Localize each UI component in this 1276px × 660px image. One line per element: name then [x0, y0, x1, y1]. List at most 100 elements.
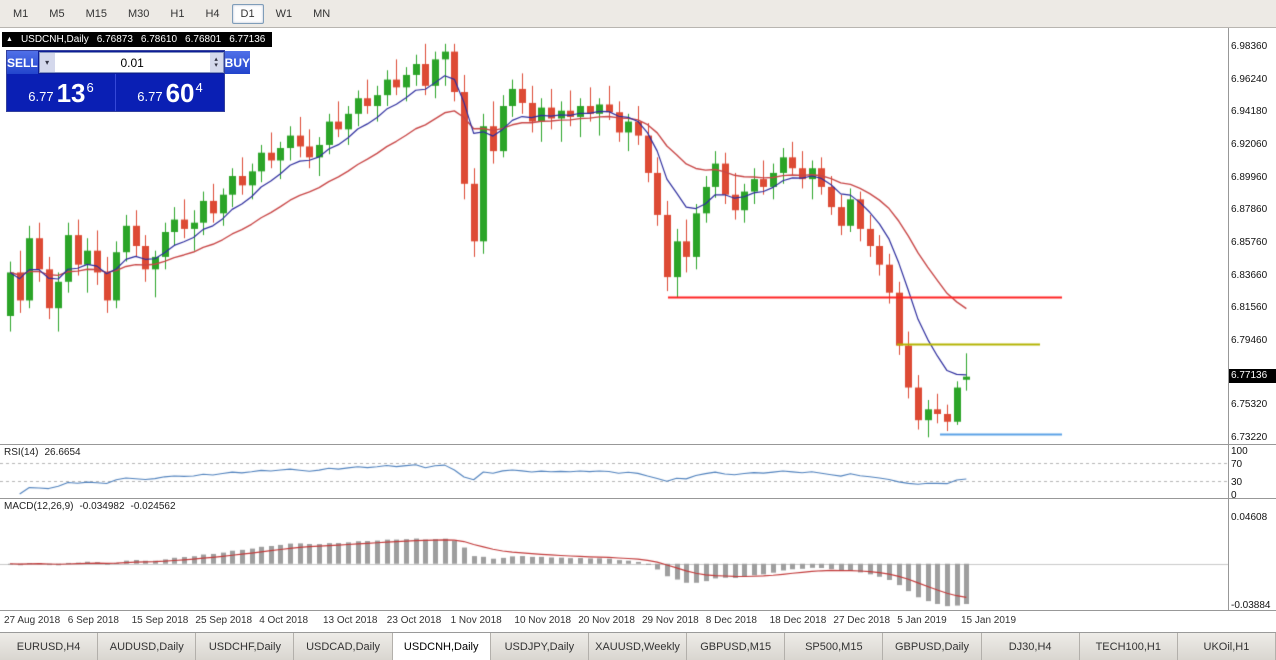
- panel-splitter: [0, 610, 1276, 611]
- macd-name: MACD(12,26,9): [4, 501, 74, 512]
- date-tick-label: 20 Nov 2018: [578, 615, 635, 626]
- date-tick-label: 23 Oct 2018: [386, 615, 442, 626]
- chart-tab-sp500[interactable]: SP500,M15: [785, 633, 884, 660]
- price-tick-label: 6.94180: [1231, 106, 1268, 117]
- buy-button[interactable]: BUY: [224, 51, 251, 74]
- date-tick-label: 4 Oct 2018: [259, 615, 309, 626]
- chart-tab-audusd[interactable]: AUDUSD,Daily: [98, 633, 197, 660]
- date-tick-label: 5 Jan 2019: [897, 615, 947, 626]
- macd-axis[interactable]: 0.04608 -0.03884: [1229, 499, 1276, 611]
- chart-tab-gbpusd[interactable]: GBPUSD,M15: [687, 633, 786, 660]
- date-tick-label: 10 Nov 2018: [514, 615, 572, 626]
- macd-label: MACD(12,26,9) -0.034982 -0.024562: [4, 501, 176, 512]
- date-axis[interactable]: 27 Aug 2018 6 Sep 2018 15 Sep 2018 25 Sep 2…: [0, 611, 1276, 632]
- price-divider: [115, 74, 116, 111]
- timeframe-button-m15[interactable]: M15: [77, 4, 116, 24]
- rsi-indicator-panel: RSI(14) 26.6654: [0, 445, 1228, 498]
- chart-tab-bar: EURUSD,H4 AUDUSD,Daily USDCHF,Daily USDCAD,…: [0, 632, 1276, 660]
- price-tick-label: 6.79460: [1231, 334, 1268, 346]
- date-tick-label: 27 Aug 2018: [4, 615, 61, 626]
- volume-input[interactable]: [54, 53, 210, 72]
- price-tick-label: 6.73220: [1231, 432, 1268, 443]
- rsi-tick-label: 70: [1231, 459, 1243, 471]
- macd-tick-label: 0.04608: [1231, 512, 1268, 523]
- date-tick-label: 25 Sep 2018: [195, 615, 253, 626]
- rsi-axis[interactable]: 100 70 30 0: [1229, 445, 1276, 501]
- macd-tick-label: -0.03884: [1231, 600, 1271, 611]
- timeframe-button-mn[interactable]: MN: [304, 4, 339, 24]
- buy-price-sup: 4: [195, 79, 203, 95]
- sell-price-prefix: 6.77: [28, 88, 54, 104]
- price-tick-label: 6.96240: [1231, 73, 1268, 85]
- one-click-trading-panel: SELL ▾ ▴ ▾ BUY 6.77 13 6 6.77: [6, 50, 251, 112]
- price-tick-label: 6.98360: [1231, 41, 1268, 52]
- rsi-canvas[interactable]: [0, 445, 1228, 498]
- panel-splitter[interactable]: [0, 498, 1276, 499]
- symbol-ohlc-strip: ▲ USDCNH,Daily 6.76873 6.78610 6.76801 6…: [2, 32, 273, 47]
- chart-tab-usdchf[interactable]: USDCHF,Daily: [196, 633, 295, 660]
- macd-main-value: -0.034982: [79, 501, 125, 512]
- chart-tab-dj30[interactable]: DJ30,H4: [981, 633, 1080, 660]
- volume-dropdown-button[interactable]: ▾: [39, 53, 55, 72]
- timeframe-toolbar: M1 M5 M15 M30 H1 H4 D1 W1 MN: [0, 0, 1276, 28]
- rsi-tick-label: 30: [1231, 476, 1243, 488]
- price-axis[interactable]: 6.98360 6.96240 6.94180 6.92060 6.89960 6.878…: [1229, 28, 1276, 444]
- macd-signal-value: -0.024562: [130, 501, 176, 512]
- chart-tab-gbpusd[interactable]: GBPUSD,Daily: [883, 633, 982, 660]
- volume-control: ▾ ▴ ▾: [38, 52, 224, 73]
- timeframe-button-w1[interactable]: W1: [267, 4, 302, 24]
- date-tick-label: 13 Oct 2018: [323, 615, 378, 626]
- chart-tab-eurusd[interactable]: EURUSD,H4: [0, 633, 99, 660]
- current-price-badge: 6.77136: [1229, 369, 1276, 384]
- date-tick-label: 27 Dec 2018: [833, 615, 891, 626]
- price-tick-label: 6.92060: [1231, 138, 1268, 150]
- timeframe-button-d1[interactable]: D1: [231, 3, 264, 24]
- buy-price-prefix: 6.77: [137, 88, 163, 104]
- date-tick-label: 1 Nov 2018: [450, 615, 502, 626]
- date-tick-label: 18 Dec 2018: [769, 615, 827, 626]
- rsi-tick-label: 100: [1231, 446, 1248, 457]
- open-value: 6.76873: [96, 34, 133, 45]
- chart-tab-usdjpy[interactable]: USDJPY,Daily: [490, 633, 589, 660]
- chart-tab-ukoil[interactable]: UKOil,H1: [1177, 633, 1276, 660]
- timeframe-button-m5[interactable]: M5: [40, 4, 73, 24]
- rsi-tick-label: 0: [1231, 490, 1237, 501]
- date-tick-label: 15 Sep 2018: [131, 615, 189, 626]
- panel-toggle-icon[interactable]: ▲: [6, 36, 13, 43]
- chart-tab-usdcad[interactable]: USDCAD,Daily: [294, 633, 393, 660]
- buy-price-display[interactable]: 6.77 60 4: [116, 74, 224, 111]
- price-tick-label: 6.89960: [1231, 171, 1268, 183]
- stepper-down-icon: ▾: [214, 61, 218, 69]
- main-chart-panel: ▲ USDCNH,Daily 6.76873 6.78610 6.76801 6…: [0, 28, 1228, 444]
- date-tick-label: 15 Jan 2019: [961, 615, 1017, 626]
- timeframe-button-h1[interactable]: H1: [161, 4, 193, 24]
- volume-stepper[interactable]: ▴ ▾: [209, 53, 223, 72]
- timeframe-button-m30[interactable]: M30: [119, 4, 158, 24]
- price-tick-label: 6.75320: [1231, 399, 1268, 411]
- timeframe-button-h4[interactable]: H4: [196, 4, 228, 24]
- close-value: 6.77136: [229, 34, 266, 45]
- sell-price-display[interactable]: 6.77 13 6: [7, 74, 115, 111]
- timeframe-button-m1[interactable]: M1: [4, 4, 37, 24]
- sell-price-main: 13: [56, 77, 86, 108]
- sell-button[interactable]: SELL: [7, 51, 38, 74]
- sell-price-sup: 6: [86, 79, 94, 95]
- panel-splitter[interactable]: [0, 444, 1276, 445]
- rsi-name: RSI(14): [4, 447, 39, 458]
- stepper-up-icon: ▴: [214, 55, 218, 63]
- price-tick-label: 6.87860: [1231, 204, 1268, 216]
- chart-tab-usdcnh[interactable]: USDCNH,Daily: [392, 633, 491, 660]
- price-tick-label: 6.83660: [1231, 269, 1268, 281]
- chart-tab-xauusd[interactable]: XAUUSD,Weekly: [588, 633, 688, 660]
- chart-tab-tech100[interactable]: TECH100,H1: [1079, 633, 1178, 660]
- high-value: 6.78610: [140, 34, 178, 45]
- date-tick-label: 6 Sep 2018: [67, 615, 119, 626]
- rsi-label: RSI(14) 26.6654: [4, 447, 81, 458]
- price-tick-label: 6.85760: [1231, 236, 1268, 248]
- buy-price-main: 60: [165, 77, 195, 108]
- symbol-label: USDCNH,Daily: [20, 34, 89, 45]
- axis-separator: [1228, 28, 1229, 610]
- date-tick-label: 8 Dec 2018: [705, 615, 757, 626]
- macd-canvas[interactable]: [0, 499, 1228, 610]
